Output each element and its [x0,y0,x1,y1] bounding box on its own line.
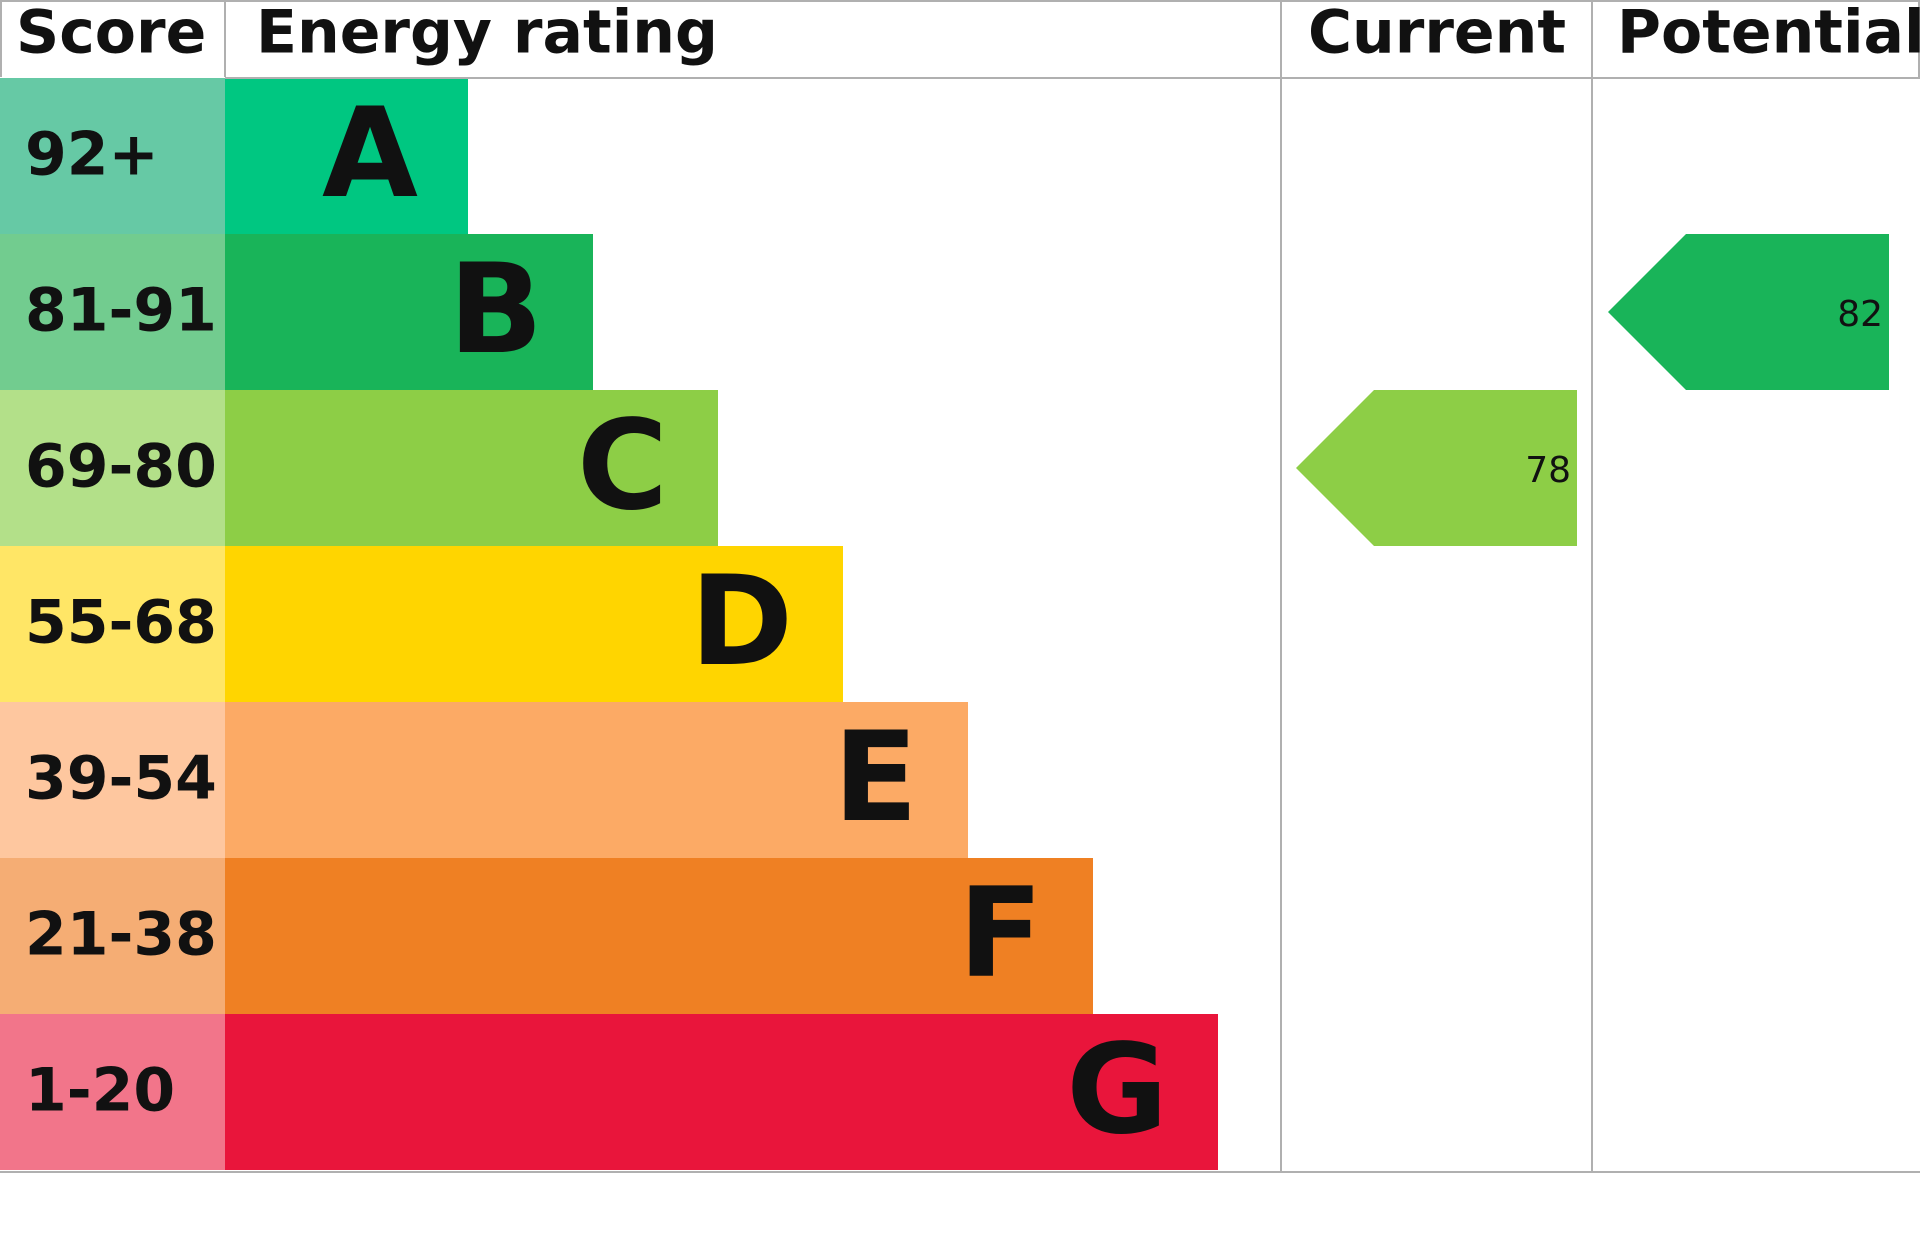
header: Potential [1617,0,1920,68]
score-cell [0,858,225,1014]
rating-letter: F [958,862,1043,1006]
score-range: 55-68 [25,588,217,658]
score-range: 69-80 [25,432,217,502]
potential-value: 82 [1837,294,1883,335]
score-cell [0,702,225,858]
score-cell [0,1014,225,1170]
header: Current [1308,0,1566,68]
header: Energy rating [256,0,718,68]
current-value: 78 [1525,450,1571,491]
score-range: 92+ [25,120,159,190]
rating-bar [225,390,718,546]
rating-bar [225,858,1093,1014]
rating-letter: E [833,706,918,850]
rating-bar [225,234,593,390]
current-arrow [1296,390,1577,546]
rating-bar [225,1014,1218,1170]
score-cell [0,234,225,390]
rating-bar [225,78,468,234]
rating-letter: C [577,394,668,538]
score-cell [0,546,225,702]
score-cell [0,390,225,546]
score-cell [0,78,225,234]
rating-letter: G [1066,1018,1168,1162]
rating-letter: D [690,550,793,694]
score-range: 81-91 [25,276,217,346]
score-range: 1-20 [25,1056,175,1126]
rating-bar [225,702,968,858]
rating-letter: A [322,82,418,226]
score-range: 39-54 [25,744,217,814]
header: Score [16,0,206,68]
potential-arrow [1608,234,1889,390]
rating-letter: B [448,238,543,382]
score-range: 21-38 [25,900,217,970]
rating-bar [225,546,843,702]
